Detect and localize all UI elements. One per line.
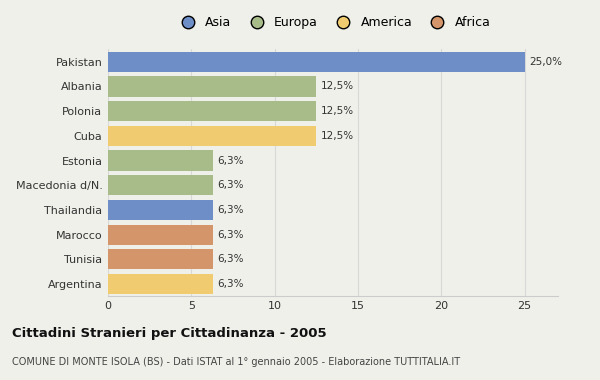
Bar <box>108 225 213 245</box>
Text: 6,3%: 6,3% <box>217 155 244 166</box>
Bar <box>108 52 524 72</box>
Text: 6,3%: 6,3% <box>217 180 244 190</box>
Bar <box>108 126 316 146</box>
Text: 6,3%: 6,3% <box>217 205 244 215</box>
Bar <box>108 249 213 269</box>
Text: 25,0%: 25,0% <box>529 57 562 67</box>
Text: Cittadini Stranieri per Cittadinanza - 2005: Cittadini Stranieri per Cittadinanza - 2… <box>12 327 326 340</box>
Legend: Asia, Europa, America, Africa: Asia, Europa, America, Africa <box>170 11 496 34</box>
Bar <box>108 274 213 294</box>
Text: 12,5%: 12,5% <box>320 106 353 116</box>
Text: 6,3%: 6,3% <box>217 279 244 289</box>
Bar <box>108 101 316 121</box>
Text: 12,5%: 12,5% <box>320 81 353 92</box>
Text: COMUNE DI MONTE ISOLA (BS) - Dati ISTAT al 1° gennaio 2005 - Elaborazione TUTTIT: COMUNE DI MONTE ISOLA (BS) - Dati ISTAT … <box>12 357 460 367</box>
Bar <box>108 175 213 195</box>
Text: 6,3%: 6,3% <box>217 254 244 264</box>
Text: 12,5%: 12,5% <box>320 131 353 141</box>
Bar <box>108 150 213 171</box>
Bar <box>108 200 213 220</box>
Bar <box>108 76 316 97</box>
Text: 6,3%: 6,3% <box>217 230 244 240</box>
